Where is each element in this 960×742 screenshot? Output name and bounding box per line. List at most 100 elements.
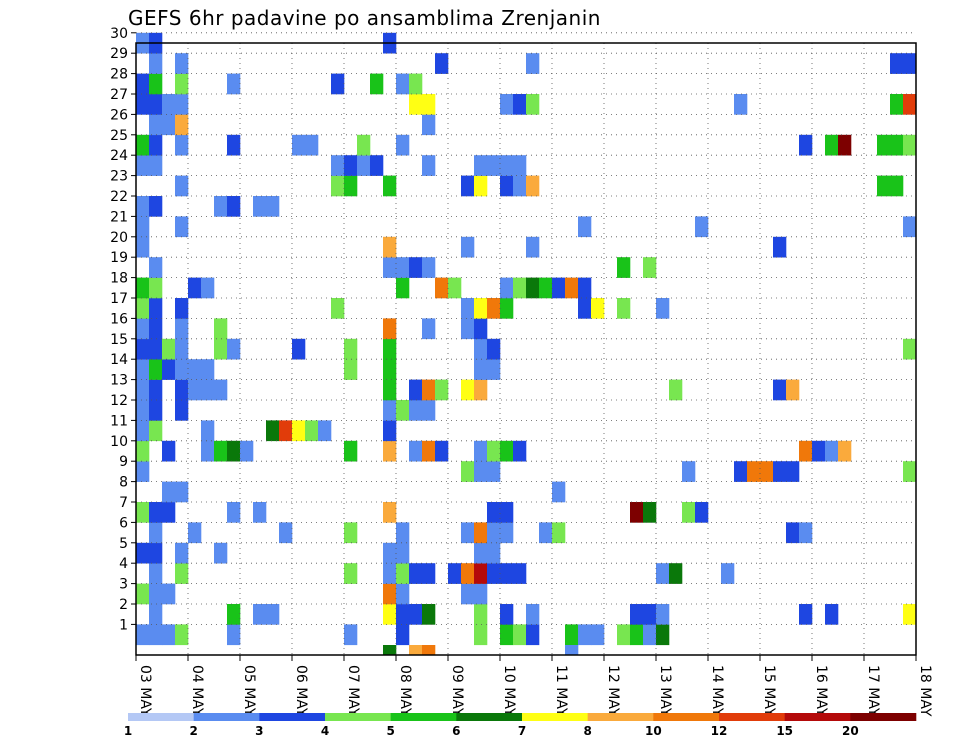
heatmap-cell [253,196,267,217]
colorbar-segment [719,713,785,721]
heatmap-cell [721,563,735,584]
y-tick-label: 8 [119,475,128,491]
heatmap-cell [461,379,475,401]
heatmap-cell [474,175,488,197]
heatmap-cell [513,563,527,584]
y-tick-label: 17 [110,291,128,307]
heatmap-cell [227,604,241,625]
heatmap-cell [643,604,657,625]
heatmap-cell [396,563,410,584]
heatmap-cell [656,298,670,319]
heatmap-cell [526,277,540,299]
heatmap-cell [474,318,488,340]
heatmap-cell [175,563,189,584]
heatmap-cell [565,277,579,299]
heatmap-cell [526,624,540,646]
heatmap-cell [344,338,358,360]
heatmap-cell [136,216,150,238]
heatmap-cell [383,359,397,380]
heatmap-cell [188,522,202,544]
heatmap-cell [903,461,917,482]
heatmap-cell [227,624,241,646]
heatmap-cell [409,94,423,115]
heatmap-cell [383,257,397,278]
heatmap-cell [396,257,410,278]
heatmap-cell [175,318,189,340]
heatmap-cell [136,583,150,605]
heatmap-cell [227,338,241,360]
heatmap-cell [461,563,475,584]
heatmap-cell [903,216,917,238]
heatmap-cell [773,379,787,401]
cells-layer [136,32,917,656]
heatmap-cell [175,298,189,319]
heatmap-cell [214,379,228,401]
y-axis: 1234567891011121314151617181920212223242… [110,26,136,633]
heatmap-cell [175,359,189,380]
heatmap-cell [799,522,813,544]
heatmap-cell [773,236,787,258]
heatmap-cell [344,522,358,544]
colorbar-label: 7 [518,724,526,738]
heatmap-cell [162,114,176,136]
heatmap-cell [877,134,891,156]
heatmap-cell [500,277,514,299]
heatmap-cell [591,298,605,319]
heatmap-cell [656,624,670,646]
heatmap-cell [734,94,748,115]
heatmap-cell [383,400,397,421]
heatmap-cell [201,440,215,462]
heatmap-cell [903,134,917,156]
heatmap-cell [383,420,397,442]
heatmap-cell [448,277,462,299]
heatmap-cell [227,502,241,523]
heatmap-cell [136,400,150,421]
heatmap-cell [136,298,150,319]
heatmap-cell [578,298,592,319]
heatmap-cell [149,522,163,544]
heatmap-cell [396,73,410,95]
heatmap-cell [136,338,150,360]
heatmap-cell [175,542,189,564]
heatmap-cell [487,338,501,360]
heatmap-cell [903,94,917,115]
heatmap-cell [357,155,371,176]
x-tick-label: 10 MAY [501,665,517,717]
heatmap-cell [513,277,527,299]
y-tick-label: 30 [110,26,128,42]
heatmap-cell [435,440,449,462]
heatmap-cell [461,298,475,319]
heatmap-cell [175,481,189,503]
heatmap-cell [487,502,501,523]
heatmap-cell [474,522,488,544]
heatmap-cell [474,563,488,584]
heatmap-cell [890,134,904,156]
heatmap-cell [162,359,176,380]
heatmap-cell [786,522,800,544]
heatmap-cell [344,624,358,646]
heatmap-cell [292,420,306,442]
heatmap-cell [253,502,267,523]
heatmap-cell [799,604,813,625]
heatmap-cell [513,440,527,462]
heatmap-cell [149,563,163,584]
heatmap-cell [552,277,566,299]
heatmap-cell [890,53,904,74]
heatmap-cell [409,563,423,584]
heatmap-cell [396,583,410,605]
heatmap-cell [396,522,410,544]
heatmap-cell [877,175,891,197]
heatmap-cell [188,359,202,380]
heatmap-cell [617,257,631,278]
heatmap-cell [630,604,644,625]
y-tick-label: 4 [119,556,128,572]
heatmap-cell [149,114,163,136]
colorbar-segment [587,713,654,721]
colorbar-segment [784,713,851,721]
heatmap-cell [500,155,514,176]
heatmap-cell [175,94,189,115]
heatmap-cell [383,645,397,656]
heatmap-cell [175,338,189,360]
heatmap-cell [513,175,527,197]
